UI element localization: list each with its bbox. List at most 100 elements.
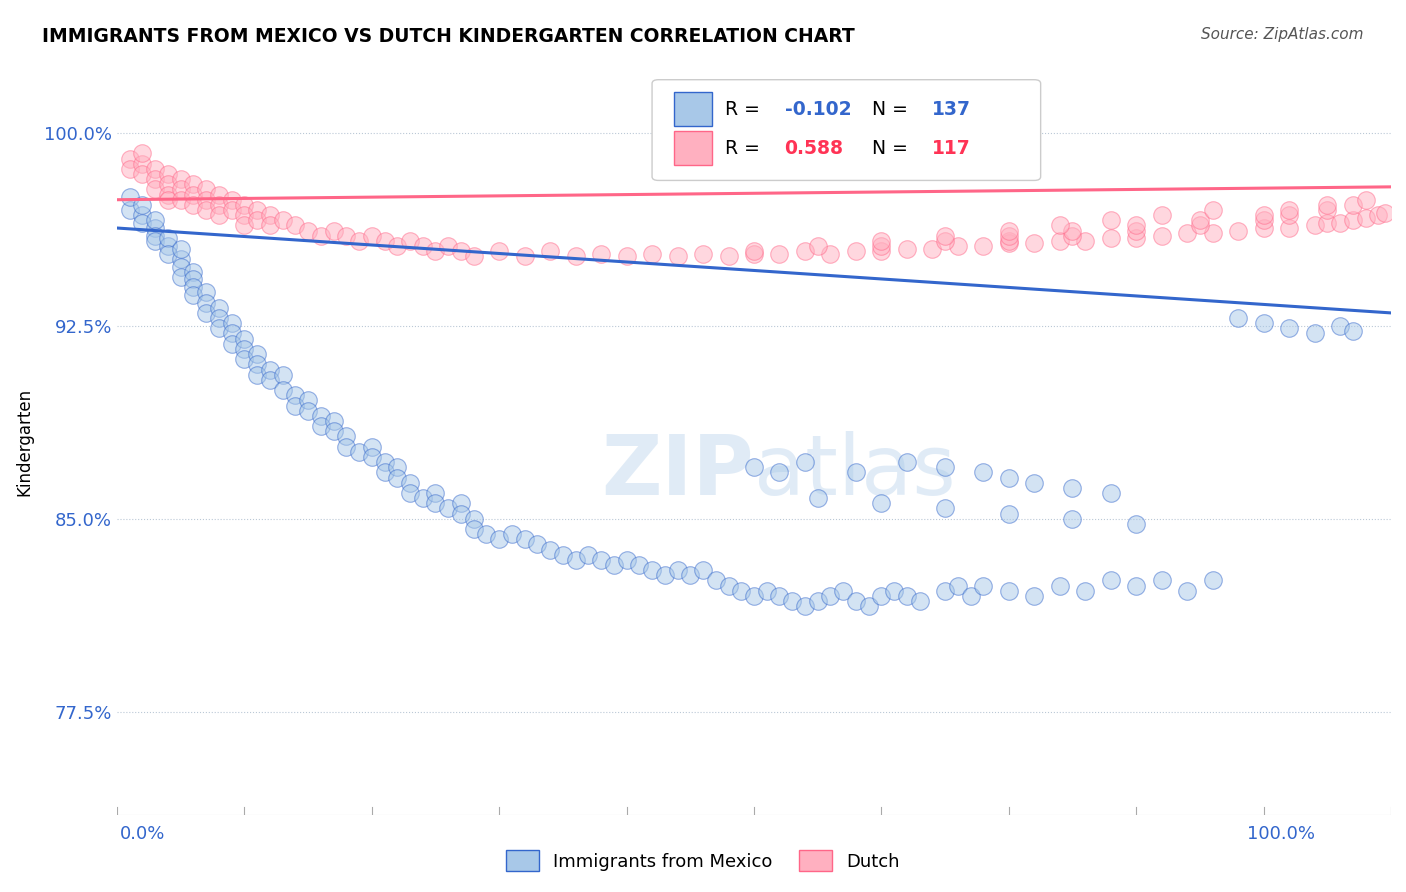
Point bbox=[1201, 202, 1223, 217]
Point bbox=[297, 403, 319, 417]
Point bbox=[997, 234, 1019, 248]
Point bbox=[208, 321, 231, 335]
Point bbox=[309, 419, 332, 434]
Point bbox=[870, 496, 893, 510]
Point bbox=[412, 239, 434, 253]
Point bbox=[564, 249, 586, 263]
Point bbox=[322, 424, 344, 438]
Point bbox=[221, 202, 243, 217]
Point bbox=[692, 563, 714, 577]
Point bbox=[246, 357, 269, 371]
Text: 100.0%: 100.0% bbox=[1247, 825, 1315, 843]
Point bbox=[1074, 583, 1097, 598]
Point bbox=[1227, 224, 1250, 238]
Text: 0.0%: 0.0% bbox=[120, 825, 165, 843]
Point bbox=[692, 246, 714, 260]
Point bbox=[131, 208, 153, 222]
Point bbox=[1367, 208, 1389, 222]
Point bbox=[845, 594, 868, 608]
Point bbox=[997, 224, 1019, 238]
Point bbox=[768, 589, 790, 603]
Point bbox=[794, 455, 817, 469]
Point bbox=[896, 455, 918, 469]
Point bbox=[768, 246, 790, 260]
Point bbox=[934, 234, 956, 248]
Point bbox=[488, 244, 510, 259]
Point bbox=[195, 182, 218, 196]
Point bbox=[1049, 579, 1071, 593]
Point bbox=[131, 198, 153, 212]
Point bbox=[820, 246, 842, 260]
Text: R =: R = bbox=[724, 100, 765, 119]
Point bbox=[591, 246, 613, 260]
Point bbox=[284, 219, 307, 233]
Point bbox=[730, 583, 752, 598]
Point bbox=[591, 553, 613, 567]
Point bbox=[360, 440, 382, 454]
Point bbox=[1062, 224, 1084, 238]
Point bbox=[221, 326, 243, 341]
Point bbox=[513, 533, 536, 547]
Point bbox=[156, 239, 179, 253]
Point bbox=[195, 306, 218, 320]
Point bbox=[1278, 321, 1301, 335]
Point bbox=[717, 579, 740, 593]
Point bbox=[1049, 219, 1071, 233]
Point bbox=[551, 548, 574, 562]
Point bbox=[183, 178, 205, 192]
Point bbox=[564, 553, 586, 567]
Point bbox=[934, 583, 956, 598]
Point bbox=[1374, 205, 1396, 219]
Point bbox=[1150, 574, 1173, 588]
Point bbox=[425, 486, 447, 500]
Point bbox=[1099, 231, 1122, 245]
Point bbox=[322, 414, 344, 428]
Point bbox=[118, 190, 141, 204]
Point bbox=[1354, 193, 1376, 207]
Point bbox=[1049, 234, 1071, 248]
Point bbox=[934, 501, 956, 516]
Point bbox=[208, 187, 231, 202]
Point bbox=[259, 362, 281, 376]
Point bbox=[399, 486, 422, 500]
Point bbox=[425, 496, 447, 510]
Point bbox=[742, 589, 765, 603]
Point bbox=[845, 244, 868, 259]
Point bbox=[1303, 219, 1326, 233]
Point bbox=[208, 301, 231, 315]
Point bbox=[997, 507, 1019, 521]
Point bbox=[170, 260, 193, 274]
Point bbox=[896, 242, 918, 256]
Point bbox=[526, 537, 548, 551]
Point bbox=[921, 242, 943, 256]
Point bbox=[654, 568, 676, 582]
Point bbox=[233, 332, 256, 346]
Point bbox=[538, 244, 561, 259]
Point bbox=[1316, 216, 1339, 230]
Point bbox=[183, 187, 205, 202]
Point bbox=[1099, 213, 1122, 227]
Point bbox=[1253, 213, 1275, 227]
Point bbox=[360, 450, 382, 464]
Point bbox=[1227, 311, 1250, 326]
Point bbox=[450, 244, 472, 259]
Point bbox=[170, 193, 193, 207]
Point bbox=[156, 167, 179, 181]
Point bbox=[946, 579, 969, 593]
Point bbox=[513, 249, 536, 263]
Point bbox=[335, 429, 357, 443]
Point bbox=[425, 244, 447, 259]
Point bbox=[870, 239, 893, 253]
Point bbox=[501, 527, 523, 541]
Point bbox=[946, 239, 969, 253]
Point bbox=[233, 352, 256, 367]
Point bbox=[183, 198, 205, 212]
Text: N =: N = bbox=[873, 100, 914, 119]
Point bbox=[1253, 221, 1275, 235]
Point bbox=[1024, 475, 1046, 490]
Point bbox=[259, 219, 281, 233]
Point bbox=[1099, 486, 1122, 500]
Point bbox=[297, 393, 319, 408]
Point bbox=[208, 311, 231, 326]
Point bbox=[1278, 202, 1301, 217]
